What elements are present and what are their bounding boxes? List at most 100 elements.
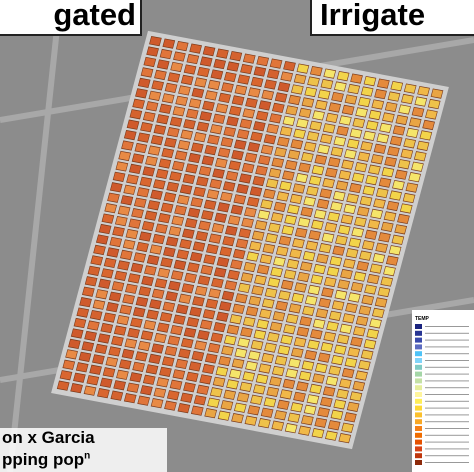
- plot: [110, 183, 122, 192]
- plot: [254, 275, 266, 284]
- plot: [332, 92, 344, 101]
- plot: [350, 129, 362, 138]
- plot: [304, 142, 316, 151]
- plot: [123, 294, 135, 303]
- plot: [266, 179, 278, 188]
- plot: [311, 275, 323, 284]
- plot: [209, 234, 221, 243]
- plot: [106, 357, 118, 366]
- plot: [113, 227, 125, 236]
- plot: [307, 132, 319, 141]
- plot: [136, 297, 148, 306]
- plot: [196, 177, 208, 186]
- plot: [216, 49, 228, 58]
- legend-entry-line: [425, 340, 469, 341]
- plot: [363, 131, 375, 140]
- plot: [224, 127, 236, 136]
- plot: [392, 235, 404, 244]
- plot: [261, 408, 273, 417]
- plot: [396, 115, 408, 124]
- plot: [353, 327, 365, 336]
- plot: [207, 190, 219, 199]
- plot: [181, 130, 193, 139]
- plot: [305, 87, 317, 96]
- plot: [133, 307, 145, 316]
- plot: [189, 362, 201, 371]
- plot: [371, 209, 383, 218]
- plot: [183, 174, 195, 183]
- plot: [301, 207, 313, 216]
- plot: [103, 368, 115, 377]
- plot: [199, 166, 211, 175]
- plot: [246, 98, 258, 107]
- plot: [97, 388, 109, 397]
- plot: [219, 302, 231, 311]
- plot: [260, 309, 272, 318]
- plot: [314, 264, 326, 273]
- plot: [302, 98, 314, 107]
- plot: [219, 356, 231, 365]
- plot: [253, 176, 265, 185]
- plot: [334, 137, 346, 146]
- plot: [257, 56, 269, 65]
- plot: [299, 371, 311, 380]
- plot: [277, 137, 289, 146]
- plot: [222, 291, 234, 300]
- plot: [391, 81, 403, 90]
- plot: [206, 244, 218, 253]
- plot: [125, 339, 137, 348]
- plot: [297, 64, 309, 73]
- plot: [248, 88, 260, 97]
- plot: [175, 151, 187, 160]
- plot: [203, 309, 215, 318]
- plot: [184, 65, 196, 74]
- plot: [248, 351, 260, 360]
- plot: [318, 353, 330, 362]
- plot: [221, 137, 233, 146]
- plot: [244, 208, 256, 217]
- plot: [428, 99, 440, 108]
- plot: [200, 375, 212, 384]
- plot: [296, 173, 308, 182]
- plot: [289, 304, 301, 313]
- plot: [256, 111, 268, 120]
- plot: [144, 57, 156, 66]
- plot: [349, 238, 361, 247]
- caption-line: pping popn: [0, 450, 167, 472]
- plot: [315, 155, 327, 164]
- plot: [216, 312, 228, 321]
- plot: [185, 273, 197, 282]
- plot: [333, 246, 345, 255]
- plot: [210, 124, 222, 133]
- plot: [289, 358, 301, 367]
- plot: [204, 255, 216, 264]
- plot: [156, 224, 168, 233]
- plot: [285, 423, 297, 432]
- plot: [319, 243, 331, 252]
- plot: [304, 405, 316, 414]
- plot: [231, 205, 243, 214]
- plot: [101, 323, 113, 332]
- plot: [174, 260, 186, 269]
- plot: [211, 278, 223, 287]
- plot: [115, 271, 127, 280]
- plot: [300, 317, 312, 326]
- plot: [293, 184, 305, 193]
- plot: [195, 78, 207, 87]
- plot: [159, 367, 171, 376]
- plot: [294, 129, 306, 138]
- plot: [327, 267, 339, 276]
- plot: [345, 95, 357, 104]
- legend-entry-line: [425, 374, 469, 375]
- plot: [73, 373, 85, 382]
- plot: [149, 36, 161, 45]
- plot: [305, 350, 317, 359]
- plot: [153, 180, 165, 189]
- plot: [292, 238, 304, 247]
- plot: [288, 413, 300, 422]
- plot: [342, 105, 354, 114]
- plot: [96, 235, 108, 244]
- legend-swatch: [415, 344, 422, 349]
- plot: [282, 171, 294, 180]
- plot: [343, 314, 355, 323]
